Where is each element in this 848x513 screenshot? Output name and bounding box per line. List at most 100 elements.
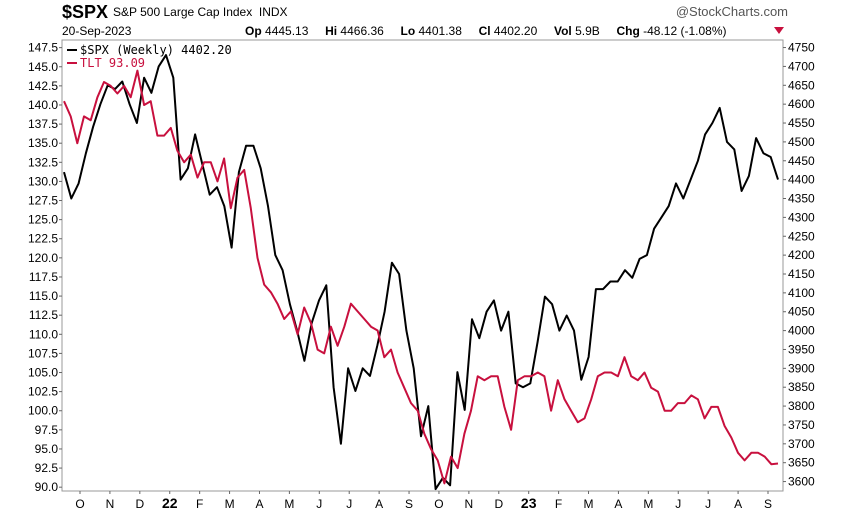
left-tick-label: 107.5 bbox=[28, 346, 58, 360]
left-tick-label: 140.0 bbox=[28, 98, 58, 112]
right-tick-label: 4350 bbox=[788, 192, 815, 206]
cl-value: 4402.20 bbox=[493, 24, 538, 38]
x-tick-label: M bbox=[584, 497, 594, 511]
chg-value: -48.12 (-1.08%) bbox=[643, 24, 727, 38]
right-tick-label: 4200 bbox=[788, 248, 815, 262]
left-tick-label: 130.0 bbox=[28, 174, 58, 188]
x-tick-label: D bbox=[135, 497, 144, 511]
chg-label: Chg bbox=[616, 24, 640, 38]
right-tick-label: 4250 bbox=[788, 229, 815, 243]
x-tick-label: N bbox=[106, 497, 115, 511]
left-tick-label: 95.0 bbox=[35, 442, 59, 456]
left-tick-label: 132.5 bbox=[28, 155, 58, 169]
x-tick-label: J bbox=[316, 497, 322, 511]
ohlc-readout: Op 4445.13 Hi 4466.36 Lo 4401.38 Cl 4402… bbox=[245, 24, 727, 38]
right-tick-label: 4500 bbox=[788, 135, 815, 149]
series-line-0 bbox=[63, 54, 779, 491]
ticker-symbol: $SPX bbox=[62, 2, 109, 22]
right-tick-label: 4400 bbox=[788, 173, 815, 187]
x-tick-label: A bbox=[734, 497, 742, 511]
right-tick-label: 3850 bbox=[788, 380, 815, 394]
x-tick-label: S bbox=[764, 497, 772, 511]
right-tick-label: 3600 bbox=[788, 475, 815, 489]
left-tick-label: 97.5 bbox=[35, 423, 59, 437]
right-tick-label: 4300 bbox=[788, 210, 815, 224]
left-tick-label: 102.5 bbox=[28, 385, 58, 399]
legend-entry-1: TLT 93.09 bbox=[80, 56, 145, 70]
chart-header: $SPX S&P 500 Large Cap Index INDX @Stock… bbox=[0, 0, 848, 40]
left-tick-label: 117.5 bbox=[29, 270, 58, 284]
vol-value: 5.9B bbox=[575, 24, 600, 38]
left-tick-label: 112.5 bbox=[29, 308, 58, 322]
index-title: S&P 500 Large Cap Index bbox=[113, 5, 253, 19]
x-tick-label: M bbox=[225, 497, 235, 511]
op-value: 4445.13 bbox=[265, 24, 309, 38]
right-tick-label: 4700 bbox=[788, 59, 815, 73]
left-tick-label: 105.0 bbox=[28, 366, 58, 380]
left-axis: 147.5 145.0 142.5 140.0 137.5 135.0 132.5 130.0… bbox=[28, 41, 62, 494]
left-tick-label: 110.0 bbox=[29, 327, 58, 341]
left-tick-label: 92.5 bbox=[35, 461, 59, 475]
x-tick-label: M bbox=[284, 497, 294, 511]
vol-label: Vol bbox=[553, 24, 572, 38]
right-tick-label: 3700 bbox=[788, 437, 815, 451]
left-tick-label: 122.5 bbox=[28, 232, 58, 246]
lo-value: 4401.38 bbox=[418, 24, 462, 38]
x-tick-label: F bbox=[555, 497, 562, 511]
x-tick-label: J bbox=[346, 497, 352, 511]
left-tick-label: 137.5 bbox=[28, 117, 58, 131]
plot-frame bbox=[61, 39, 784, 492]
right-tick-label: 4650 bbox=[788, 78, 815, 92]
x-tick-label: F bbox=[196, 497, 203, 511]
x-tick-label: A bbox=[375, 497, 383, 511]
left-tick-label: 125.0 bbox=[28, 213, 58, 227]
series-line-1 bbox=[63, 69, 779, 485]
right-axis: 4750 4700 4650 4600 4550 4500 4450 4400 4350 4300… bbox=[783, 41, 815, 489]
x-tick-label: 23 bbox=[521, 495, 537, 511]
quote-date: 20-Sep-2023 bbox=[62, 24, 132, 38]
series-lines bbox=[63, 54, 779, 491]
chart-grid bbox=[61, 39, 784, 492]
index-name: S&P 500 Large Cap Index INDX bbox=[113, 5, 288, 19]
right-tick-label: 4600 bbox=[788, 97, 815, 111]
right-tick-label: 4100 bbox=[788, 286, 815, 300]
stockcharts-brand: @StockCharts.com bbox=[675, 4, 788, 19]
x-tick-label: A bbox=[614, 497, 622, 511]
x-tick-label: 22 bbox=[162, 495, 178, 511]
down-triangle-icon bbox=[774, 27, 784, 34]
hi-label: Hi bbox=[325, 24, 338, 38]
x-tick-label: O bbox=[434, 497, 443, 511]
x-tick-label: J bbox=[675, 497, 681, 511]
left-tick-label: 115.0 bbox=[29, 289, 58, 303]
x-axis: O N D 22 F M A M J J A S O N D 23 F M A M J J A S bbox=[75, 491, 772, 511]
left-tick-label: 100.0 bbox=[28, 404, 58, 418]
x-tick-label: N bbox=[465, 497, 474, 511]
left-tick-label: 90.0 bbox=[35, 480, 59, 494]
left-tick-label: 147.5 bbox=[28, 41, 58, 55]
legend-entry-0: $SPX (Weekly) 4402.20 bbox=[80, 43, 232, 57]
x-tick-label: M bbox=[643, 497, 653, 511]
x-tick-label: O bbox=[75, 497, 84, 511]
hi-value: 4466.36 bbox=[340, 24, 384, 38]
right-tick-label: 3750 bbox=[788, 418, 815, 432]
right-tick-label: 3800 bbox=[788, 399, 815, 413]
right-tick-label: 4000 bbox=[788, 324, 815, 338]
right-tick-label: 4750 bbox=[788, 41, 815, 55]
op-label: Op bbox=[245, 24, 262, 38]
left-tick-label: 120.0 bbox=[28, 251, 58, 265]
right-tick-label: 3900 bbox=[788, 361, 815, 375]
right-tick-label: 3650 bbox=[788, 456, 815, 470]
right-tick-label: 4450 bbox=[788, 154, 815, 168]
lo-label: Lo bbox=[400, 24, 416, 38]
left-tick-label: 142.5 bbox=[28, 79, 58, 93]
x-tick-label: S bbox=[405, 497, 413, 511]
x-tick-label: D bbox=[494, 497, 503, 511]
right-tick-label: 3950 bbox=[788, 342, 815, 356]
right-tick-label: 4150 bbox=[788, 267, 815, 281]
x-tick-label: J bbox=[705, 497, 711, 511]
right-tick-label: 4550 bbox=[788, 116, 815, 130]
right-tick-label: 4050 bbox=[788, 305, 815, 319]
exchange-label: INDX bbox=[258, 5, 288, 19]
